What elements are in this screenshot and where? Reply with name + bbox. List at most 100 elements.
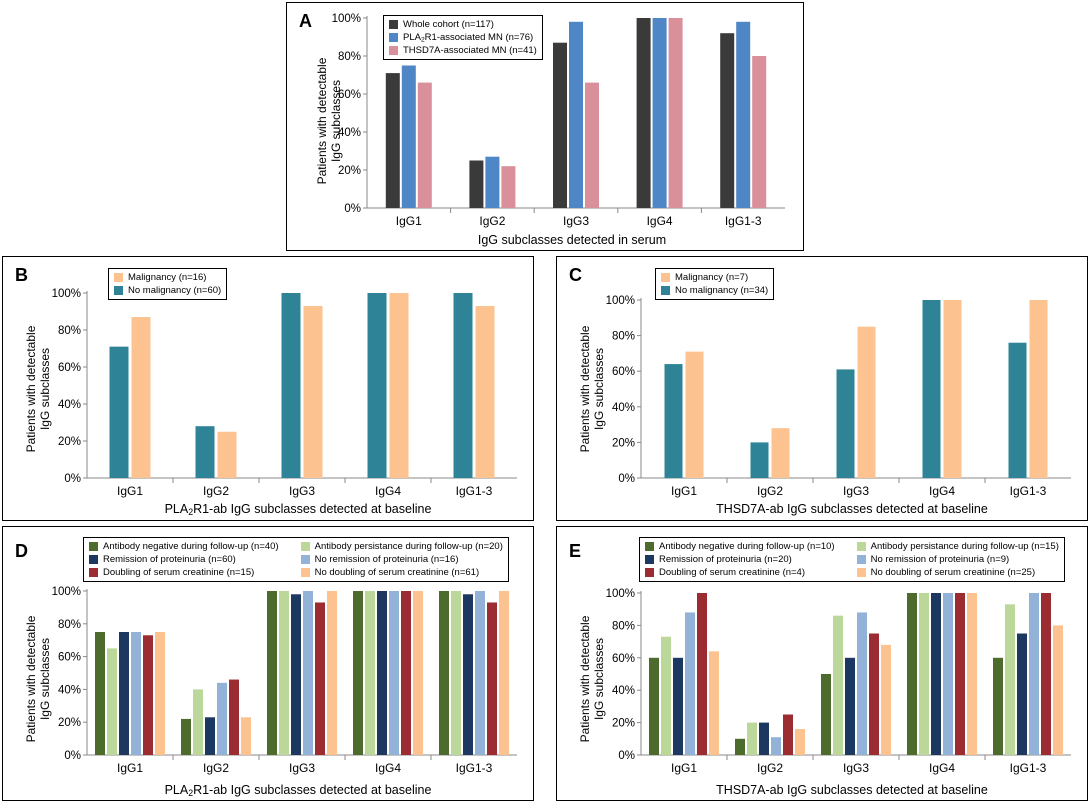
bar bbox=[833, 615, 843, 755]
bar bbox=[469, 160, 484, 208]
bar bbox=[367, 293, 387, 478]
x-tick-label: IgG4 bbox=[647, 214, 673, 228]
legend-swatch bbox=[661, 286, 670, 295]
y-tick-label: 20% bbox=[612, 718, 635, 730]
legend-swatch bbox=[856, 542, 866, 551]
bar bbox=[281, 293, 301, 478]
bar bbox=[881, 644, 891, 755]
panel-label: D bbox=[15, 541, 28, 561]
x-axis-title: PLA2R1-ab IgG subclasses detected at bas… bbox=[164, 783, 432, 799]
legend-item: Malignancy (n=7) bbox=[661, 271, 768, 284]
bar bbox=[193, 689, 203, 755]
bar bbox=[485, 156, 500, 208]
y-tick-label: 0% bbox=[64, 750, 81, 762]
x-tick-label: IgG4 bbox=[375, 761, 401, 775]
bar bbox=[463, 594, 473, 755]
y-tick-label: 0% bbox=[344, 203, 361, 215]
bar bbox=[673, 657, 683, 755]
legend-item: No doubling of serum creatinine (n=61) bbox=[300, 566, 503, 579]
y-tick-label: 80% bbox=[338, 51, 361, 63]
legend-swatch bbox=[89, 555, 98, 564]
y-tick-label: 100% bbox=[332, 13, 361, 25]
bar bbox=[499, 591, 509, 755]
y-tick-label: 40% bbox=[612, 685, 635, 697]
legend-label: No remission of proteinuria (n=9) bbox=[870, 554, 1010, 565]
legend-item: Malignancy (n=16) bbox=[114, 271, 221, 284]
bar-chart-c: 0% 20% 40% 60% 80% 100% IgG1 IgG2 IgG3 IgG4 IgG1-3 bbox=[606, 295, 1071, 498]
bar bbox=[377, 591, 387, 755]
bar bbox=[143, 635, 153, 755]
x-tick-label: IgG1 bbox=[396, 214, 422, 228]
legend-swatch bbox=[645, 568, 654, 577]
bar bbox=[501, 166, 516, 208]
bar bbox=[1041, 593, 1051, 755]
y-axis-label-line2: IgG subclasses bbox=[38, 637, 52, 721]
bar bbox=[315, 602, 325, 755]
x-tick-label: IgG3 bbox=[563, 214, 589, 228]
y-tick-label: 60% bbox=[338, 89, 361, 101]
y-tick-label: 60% bbox=[58, 362, 81, 374]
bar bbox=[439, 591, 449, 755]
x-tick-label: IgG3 bbox=[289, 761, 315, 775]
legend-item: Antibody persistance during follow-up (n… bbox=[300, 540, 503, 553]
y-tick-label: 60% bbox=[58, 652, 81, 664]
legend-item: Remission of proteinuria (n=20) bbox=[645, 553, 835, 566]
y-tick-label: 100% bbox=[606, 588, 635, 600]
legend-label: Malignancy (n=16) bbox=[128, 272, 207, 283]
legend-label: No malignancy (n=34) bbox=[675, 285, 769, 296]
x-tick-label: IgG1 bbox=[117, 761, 143, 775]
bar bbox=[413, 591, 423, 755]
y-axis-label-line2: IgG subclasses bbox=[38, 347, 52, 431]
legend-swatch bbox=[389, 33, 398, 42]
bar bbox=[131, 317, 151, 478]
x-tick-label: IgG3 bbox=[843, 484, 869, 498]
x-tick-label: IgG1 bbox=[671, 761, 697, 775]
legend-swatch bbox=[89, 542, 98, 551]
bar bbox=[649, 657, 659, 755]
bar bbox=[993, 657, 1003, 755]
legend-item: Antibody negative during follow-up (n=40… bbox=[89, 540, 279, 553]
panel-label: E bbox=[569, 541, 582, 561]
legend-label: Antibody persistance during follow-up (n… bbox=[870, 541, 1059, 552]
y-tick-label: 80% bbox=[612, 331, 635, 343]
legend-label: Antibody negative during follow-up (n=10… bbox=[659, 541, 835, 552]
y-axis-label: Patients with detectable IgG subclasses bbox=[24, 594, 52, 764]
bar bbox=[967, 593, 977, 755]
bar bbox=[857, 612, 867, 755]
bar bbox=[385, 73, 400, 208]
bar bbox=[569, 21, 583, 208]
bar-chart-d: 0% 20% 40% 60% 80% 100% IgG1 IgG2 IgG3 IgG4 IgG1-3 bbox=[52, 586, 517, 775]
bar bbox=[451, 591, 461, 755]
x-tick-label: IgG1 bbox=[117, 484, 143, 498]
y-tick-label: 40% bbox=[58, 399, 81, 411]
bar bbox=[155, 632, 165, 755]
y-tick-label: 0% bbox=[618, 473, 635, 485]
legend-item: Doubling of serum creatinine (n=15) bbox=[89, 566, 279, 579]
bar bbox=[685, 351, 704, 478]
y-tick-label: 60% bbox=[612, 653, 635, 665]
legend: Antibody negative during follow-up (n=10… bbox=[639, 537, 1065, 582]
bar bbox=[907, 593, 917, 755]
y-tick-label: 40% bbox=[612, 402, 635, 414]
bar bbox=[955, 593, 965, 755]
panel-b: B 0% 20% 40% 60% 80% 100% IgG1 IgG2 IgG3 IgG4 IgG1… bbox=[2, 256, 534, 521]
bar bbox=[1029, 300, 1048, 478]
bar bbox=[771, 737, 781, 755]
bar bbox=[229, 679, 239, 755]
bar bbox=[931, 593, 941, 755]
bar bbox=[195, 426, 215, 478]
y-tick-label: 80% bbox=[58, 325, 81, 337]
y-tick-label: 40% bbox=[58, 684, 81, 696]
y-tick-label: 20% bbox=[58, 717, 81, 729]
legend-item: PLA2R1-associated MN (n=76) bbox=[389, 31, 537, 44]
legend: Antibody negative during follow-up (n=40… bbox=[83, 537, 509, 582]
bar bbox=[664, 364, 683, 478]
legend: Whole cohort (n=117) PLA2R1-associated M… bbox=[383, 15, 543, 60]
bar bbox=[475, 591, 485, 755]
legend-swatch bbox=[645, 542, 654, 551]
bar bbox=[303, 305, 323, 478]
bar bbox=[709, 651, 719, 755]
bar bbox=[652, 18, 667, 208]
y-tick-label: 80% bbox=[612, 620, 635, 632]
legend-swatch bbox=[89, 568, 98, 577]
